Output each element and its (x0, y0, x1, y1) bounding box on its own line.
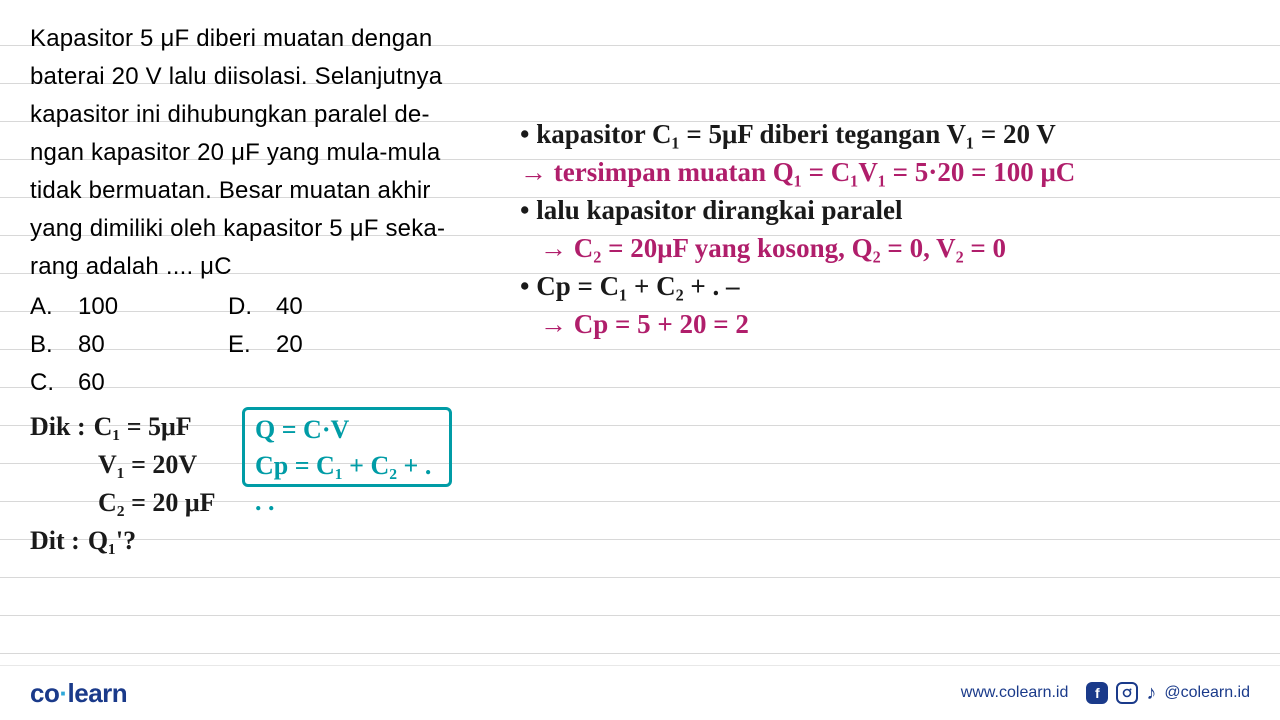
opt-value: 20 (276, 326, 303, 364)
note-line-5: • Cp = C₁ + C₂ + . – (520, 267, 1250, 305)
left-column: Kapasitor 5 μF diberi muatan dengan bate… (30, 20, 510, 402)
right-column-notes: • kapasitor C₁ = 5μF diberi tegangan V₁ … (520, 20, 1250, 402)
q-line: Kapasitor 5 μF diberi muatan dengan (30, 20, 510, 58)
footer-handle: @colearn.id (1164, 684, 1250, 702)
given-work: Dik : C₁ = 5μF V₁ = 20V C₂ = 20 μF Dit :… (30, 408, 216, 560)
footer-url: www.colearn.id (961, 684, 1069, 702)
dik-v1-row: V₁ = 20V (30, 446, 216, 484)
q-line: ngan kapasitor 20 μF yang mula-mula (30, 134, 510, 172)
dik-v1: V₁ = 20V (98, 446, 197, 484)
dik-c1: C₁ = 5μF (94, 408, 192, 446)
opt-value: 60 (78, 364, 105, 402)
question-text: Kapasitor 5 μF diberi muatan dengan bate… (30, 20, 510, 286)
opt-letter: C. (30, 364, 58, 402)
opt-value: 100 (78, 288, 118, 326)
opt-letter: A. (30, 288, 58, 326)
note-line-4: → C₂ = 20μF yang kosong, Q₂ = 0, V₂ = 0 (520, 229, 1250, 267)
opt-value: 80 (78, 326, 105, 364)
facebook-icon: f (1086, 682, 1108, 704)
colearn-logo: co·learn (30, 678, 127, 709)
opt-value: 40 (276, 288, 303, 326)
option-b: B. 80 (30, 326, 118, 364)
dik-row: Dik : C₁ = 5μF (30, 408, 216, 446)
dik-label: Dik : (30, 408, 86, 446)
options-col-right: D. 40 E. 20 (228, 288, 303, 402)
footer-bar: co·learn www.colearn.id f ♪ @colearn.id (0, 665, 1280, 720)
q-line: baterai 20 V lalu diisolasi. Selanjutnya (30, 58, 510, 96)
logo-dot-icon: · (59, 678, 67, 708)
note-line-2: → tersimpan muatan Q₁ = C₁V₁ = 5·20 = 10… (520, 153, 1250, 191)
q-line: kapasitor ini dihubungkan paralel de- (30, 96, 510, 134)
option-a: A. 100 (30, 288, 118, 326)
opt-letter: E. (228, 326, 256, 364)
option-e: E. 20 (228, 326, 303, 364)
note-line-3: • lalu kapasitor dirangkai paralel (520, 191, 1250, 229)
dit-row: Dit : Q₁'? (30, 522, 216, 560)
social-icons: f ♪ @colearn.id (1086, 682, 1250, 705)
footer-right: www.colearn.id f ♪ @colearn.id (961, 682, 1250, 705)
logo-co: co (30, 678, 59, 708)
q-line: tidak bermuatan. Besar muatan akhir (30, 172, 510, 210)
dit-label: Dit : (30, 522, 80, 560)
dit-value: Q₁'? (88, 522, 136, 560)
formula-cp: Cp = C₁ + C₂ + . . . (255, 448, 439, 520)
q-line: rang adalah .... μC (30, 248, 510, 286)
answer-options: A. 100 B. 80 C. 60 D. 40 E. (30, 288, 510, 402)
option-d: D. 40 (228, 288, 303, 326)
logo-learn: learn (68, 678, 128, 708)
opt-letter: B. (30, 326, 58, 364)
option-c: C. 60 (30, 364, 118, 402)
instagram-icon (1116, 682, 1138, 704)
q-line: yang dimiliki oleh kapasitor 5 μF seka- (30, 210, 510, 248)
formula-q: Q = C·V (255, 412, 439, 448)
opt-letter: D. (228, 288, 256, 326)
note-line-1: • kapasitor C₁ = 5μF diberi tegangan V₁ … (520, 115, 1250, 153)
dik-c2: C₂ = 20 μF (98, 484, 216, 522)
tiktok-icon: ♪ (1146, 682, 1156, 705)
dik-c2-row: C₂ = 20 μF (30, 484, 216, 522)
formula-box: Q = C·V Cp = C₁ + C₂ + . . . (242, 407, 452, 487)
main-content: Kapasitor 5 μF diberi muatan dengan bate… (0, 0, 1280, 402)
options-col-left: A. 100 B. 80 C. 60 (30, 288, 118, 402)
note-line-6: → Cp = 5 + 20 = 2 (520, 305, 1250, 343)
